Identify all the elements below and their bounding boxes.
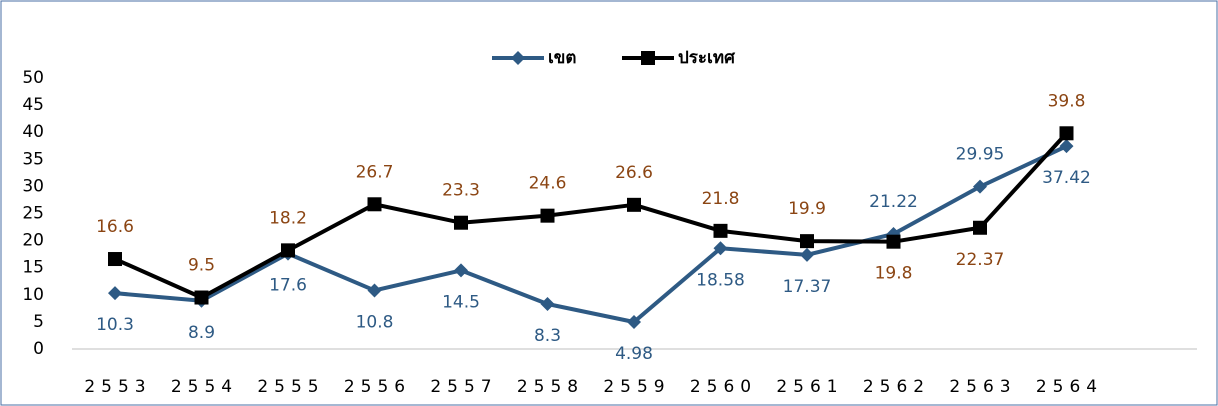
y-tick-label: 45 [22, 95, 44, 115]
x-tick-label: 2554 [171, 377, 238, 397]
marker [540, 208, 555, 223]
data-label: 26.7 [356, 162, 394, 182]
y-tick-label: 10 [22, 285, 44, 305]
data-label: 10.3 [96, 315, 134, 335]
marker [800, 234, 814, 249]
x-tick-label: 2556 [344, 377, 411, 397]
legend-label: เขต [548, 48, 576, 68]
x-tick-label: 2563 [949, 377, 1016, 397]
data-label: 14.5 [442, 292, 480, 312]
y-tick-label: 50 [22, 68, 44, 88]
marker [886, 234, 901, 249]
data-label: 39.8 [1048, 91, 1086, 111]
y-tick-label: 40 [22, 122, 44, 142]
marker [454, 215, 468, 230]
data-label: 8.9 [188, 323, 215, 343]
y-tick-label: 5 [33, 312, 44, 332]
data-label: 21.22 [869, 192, 918, 212]
x-tick-label: 2560 [690, 377, 757, 397]
y-tick-label: 30 [22, 176, 44, 196]
data-label: 22.37 [956, 250, 1005, 270]
data-label: 29.95 [956, 145, 1005, 165]
y-tick-label: 15 [22, 258, 44, 278]
data-label: 10.8 [356, 312, 394, 332]
data-label: 26.6 [615, 163, 653, 183]
marker [367, 197, 382, 212]
marker [454, 263, 468, 278]
marker [800, 247, 814, 262]
legend-marker [511, 51, 525, 65]
marker [713, 241, 728, 256]
data-label: 17.37 [783, 277, 832, 297]
data-label: 18.58 [696, 270, 745, 290]
marker [108, 252, 122, 267]
x-tick-label: 2562 [863, 377, 930, 397]
data-label: 21.8 [702, 189, 740, 209]
data-label: 4.98 [615, 344, 653, 364]
series-line [114, 144, 1068, 325]
x-tick-label: 2559 [603, 377, 670, 397]
legend-label: ประเทศ [678, 48, 736, 68]
data-label: 8.3 [534, 326, 561, 346]
marker [540, 297, 555, 312]
marker [1059, 139, 1074, 154]
data-label: 19.9 [788, 199, 826, 219]
y-tick-label: 0 [33, 339, 44, 359]
marker [627, 197, 641, 212]
x-tick-label: 2564 [1036, 377, 1103, 397]
marker [973, 179, 987, 194]
series-line [114, 131, 1068, 300]
x-tick-label: 2557 [430, 377, 497, 397]
marker [973, 220, 987, 235]
x-tick-label: 2558 [517, 377, 584, 397]
data-label: 19.8 [875, 264, 913, 284]
data-label: 37.42 [1042, 168, 1091, 188]
marker [367, 283, 382, 298]
legend-marker [641, 51, 655, 65]
marker [108, 286, 122, 301]
data-label: 16.6 [96, 217, 134, 237]
x-tick-label: 2561 [776, 377, 843, 397]
marker [1059, 126, 1074, 141]
data-label: 17.6 [269, 276, 307, 296]
y-tick-label: 25 [22, 204, 44, 224]
marker [627, 315, 641, 330]
data-label: 18.2 [269, 208, 307, 228]
data-label: 23.3 [442, 181, 480, 201]
marker [281, 243, 295, 258]
data-label: 9.5 [188, 256, 215, 276]
y-tick-label: 20 [22, 231, 44, 251]
marker [713, 223, 728, 238]
data-label: 24.6 [529, 174, 567, 194]
x-tick-label: 2553 [84, 377, 151, 397]
marker [194, 290, 209, 305]
x-tick-label: 2555 [257, 377, 324, 397]
y-tick-label: 35 [22, 149, 44, 169]
